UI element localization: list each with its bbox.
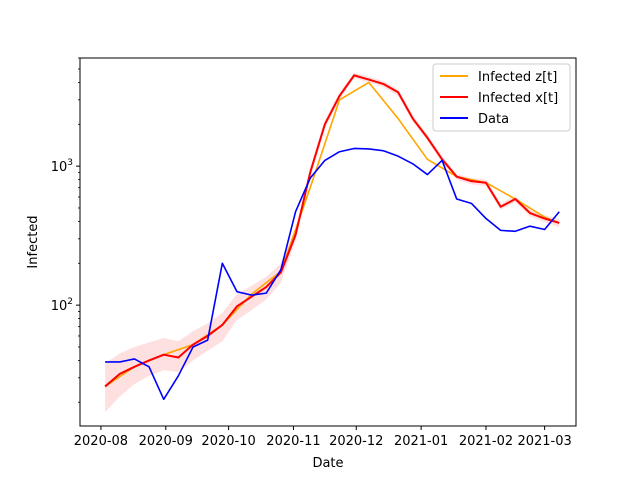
x-tick-label: 2020-11 xyxy=(266,434,320,449)
legend: Infected z[t] Infected x[t] Data xyxy=(432,63,571,132)
legend-label-1: Infected z[t] xyxy=(478,70,557,85)
series-line-1 xyxy=(104,81,560,388)
x-axis-label: Date xyxy=(312,456,343,471)
series-line-3 xyxy=(105,147,560,401)
x-tick-label: 2020-12 xyxy=(329,434,383,449)
plot-area xyxy=(104,72,560,413)
x-axis-ticks: 2020-08 2020-09 2020-10 2020-11 2020-12 2021-… xyxy=(74,426,572,449)
x-tick-label: 2020-08 xyxy=(74,434,128,449)
series-line-2 xyxy=(104,74,560,388)
x-tick-label: 2021-01 xyxy=(394,434,448,449)
y-axis-label: Infected xyxy=(26,215,41,268)
y-axis-ticks: 102 103 xyxy=(51,57,80,403)
x-tick-label: 2020-09 xyxy=(139,434,193,449)
y-tick-label: 102 xyxy=(51,297,73,314)
x-tick-label: 2021-02 xyxy=(459,434,513,449)
x-tick-label: 2021-03 xyxy=(517,434,571,449)
plot-frame xyxy=(79,57,577,427)
legend-label-2: Infected x[t] xyxy=(478,91,558,106)
legend-label-3: Data xyxy=(478,112,509,127)
x-tick-label: 2020-10 xyxy=(201,434,255,449)
y-tick-label: 103 xyxy=(51,158,73,175)
legend-box xyxy=(432,63,571,132)
